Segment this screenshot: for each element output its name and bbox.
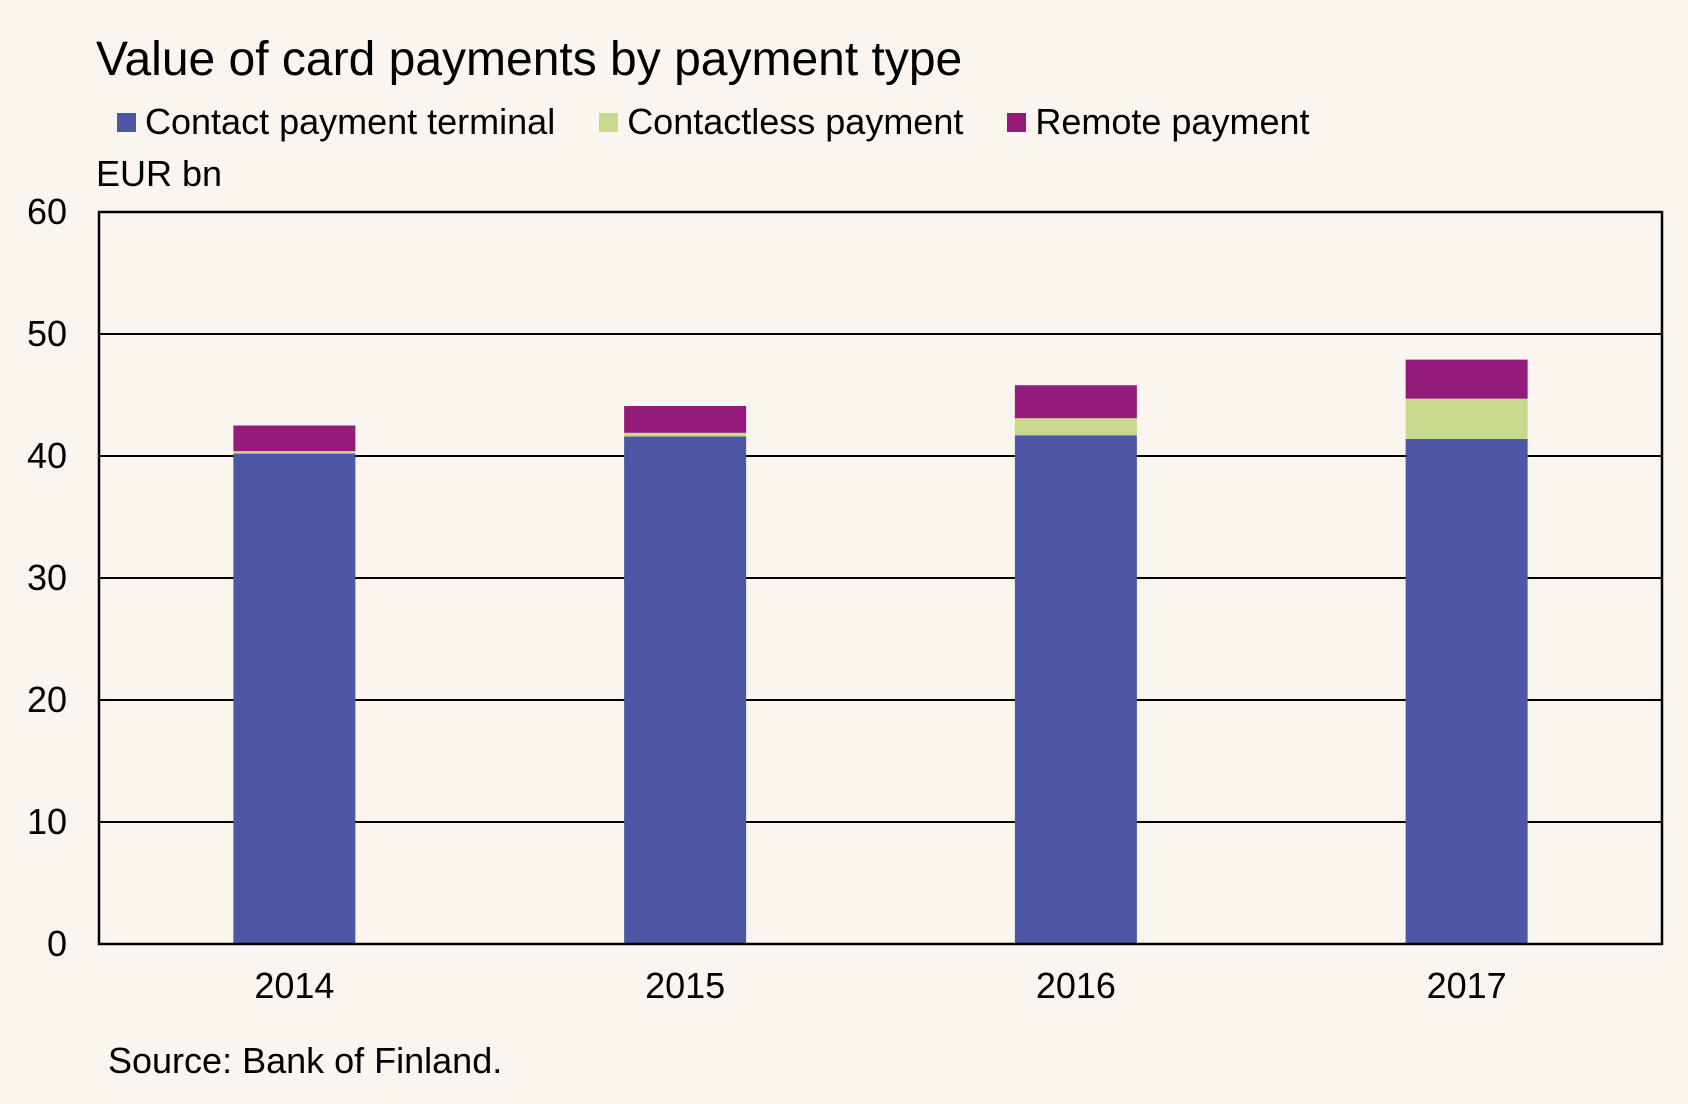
bar-2014-series-1	[233, 451, 356, 454]
x-tick-label: 2014	[254, 965, 334, 1006]
legend-label-contact-terminal: Contact payment terminal	[145, 101, 556, 142]
axes	[97, 210, 1664, 946]
bar-2015-series-2	[624, 405, 747, 433]
x-tick-label: 2015	[645, 965, 725, 1006]
bar-2014-series-2	[233, 425, 356, 452]
bar-2017-series-1	[1405, 398, 1528, 439]
y-tick-label: 40	[27, 435, 67, 476]
chart-title: Value of card payments by payment type	[96, 33, 963, 86]
y-tick-label: 30	[27, 557, 67, 598]
legend-item-remote: Remote payment	[1007, 101, 1310, 143]
bar-2016-series-2	[1014, 385, 1137, 419]
legend-swatch-contact-terminal	[117, 112, 136, 132]
bar-2017-series-2	[1405, 359, 1528, 399]
tick-labels: 0 10 20 30 40 50 60 2014 2015 2016 2017	[27, 191, 1507, 1006]
source-note: Source: Bank of Finland.	[108, 1040, 503, 1081]
bar-2014-series-0	[233, 453, 356, 944]
legend-swatch-contactless	[599, 112, 619, 132]
legend-label-remote: Remote payment	[1035, 101, 1310, 142]
x-tick-label: 2017	[1427, 965, 1507, 1006]
bar-2017-series-0	[1405, 438, 1528, 944]
y-tick-label: 60	[27, 191, 67, 232]
bar-2015-series-1	[624, 432, 747, 437]
legend-label-contactless: Contactless payment	[627, 101, 964, 142]
y-tick-label: 0	[47, 923, 67, 964]
y-tick-label: 50	[27, 313, 67, 354]
legend-item-contactless: Contactless payment	[599, 101, 963, 143]
bar-2016-series-1	[1014, 418, 1137, 436]
y-tick-label: 10	[27, 801, 67, 842]
legend-item-contact-terminal: Contact payment terminal	[117, 101, 555, 143]
gridlines	[99, 333, 1662, 823]
legend-swatch-remote	[1007, 112, 1027, 132]
plot-frame	[97, 210, 1664, 946]
x-tick-label: 2016	[1036, 965, 1116, 1006]
legend: Contact payment terminal Contactless pay…	[117, 100, 1354, 144]
bar-2015-series-0	[624, 436, 747, 944]
y-tick-label: 20	[27, 679, 67, 720]
y-axis-unit-label: EUR bn	[96, 153, 223, 194]
bar-2016-series-0	[1014, 435, 1137, 944]
bars	[233, 359, 1528, 944]
